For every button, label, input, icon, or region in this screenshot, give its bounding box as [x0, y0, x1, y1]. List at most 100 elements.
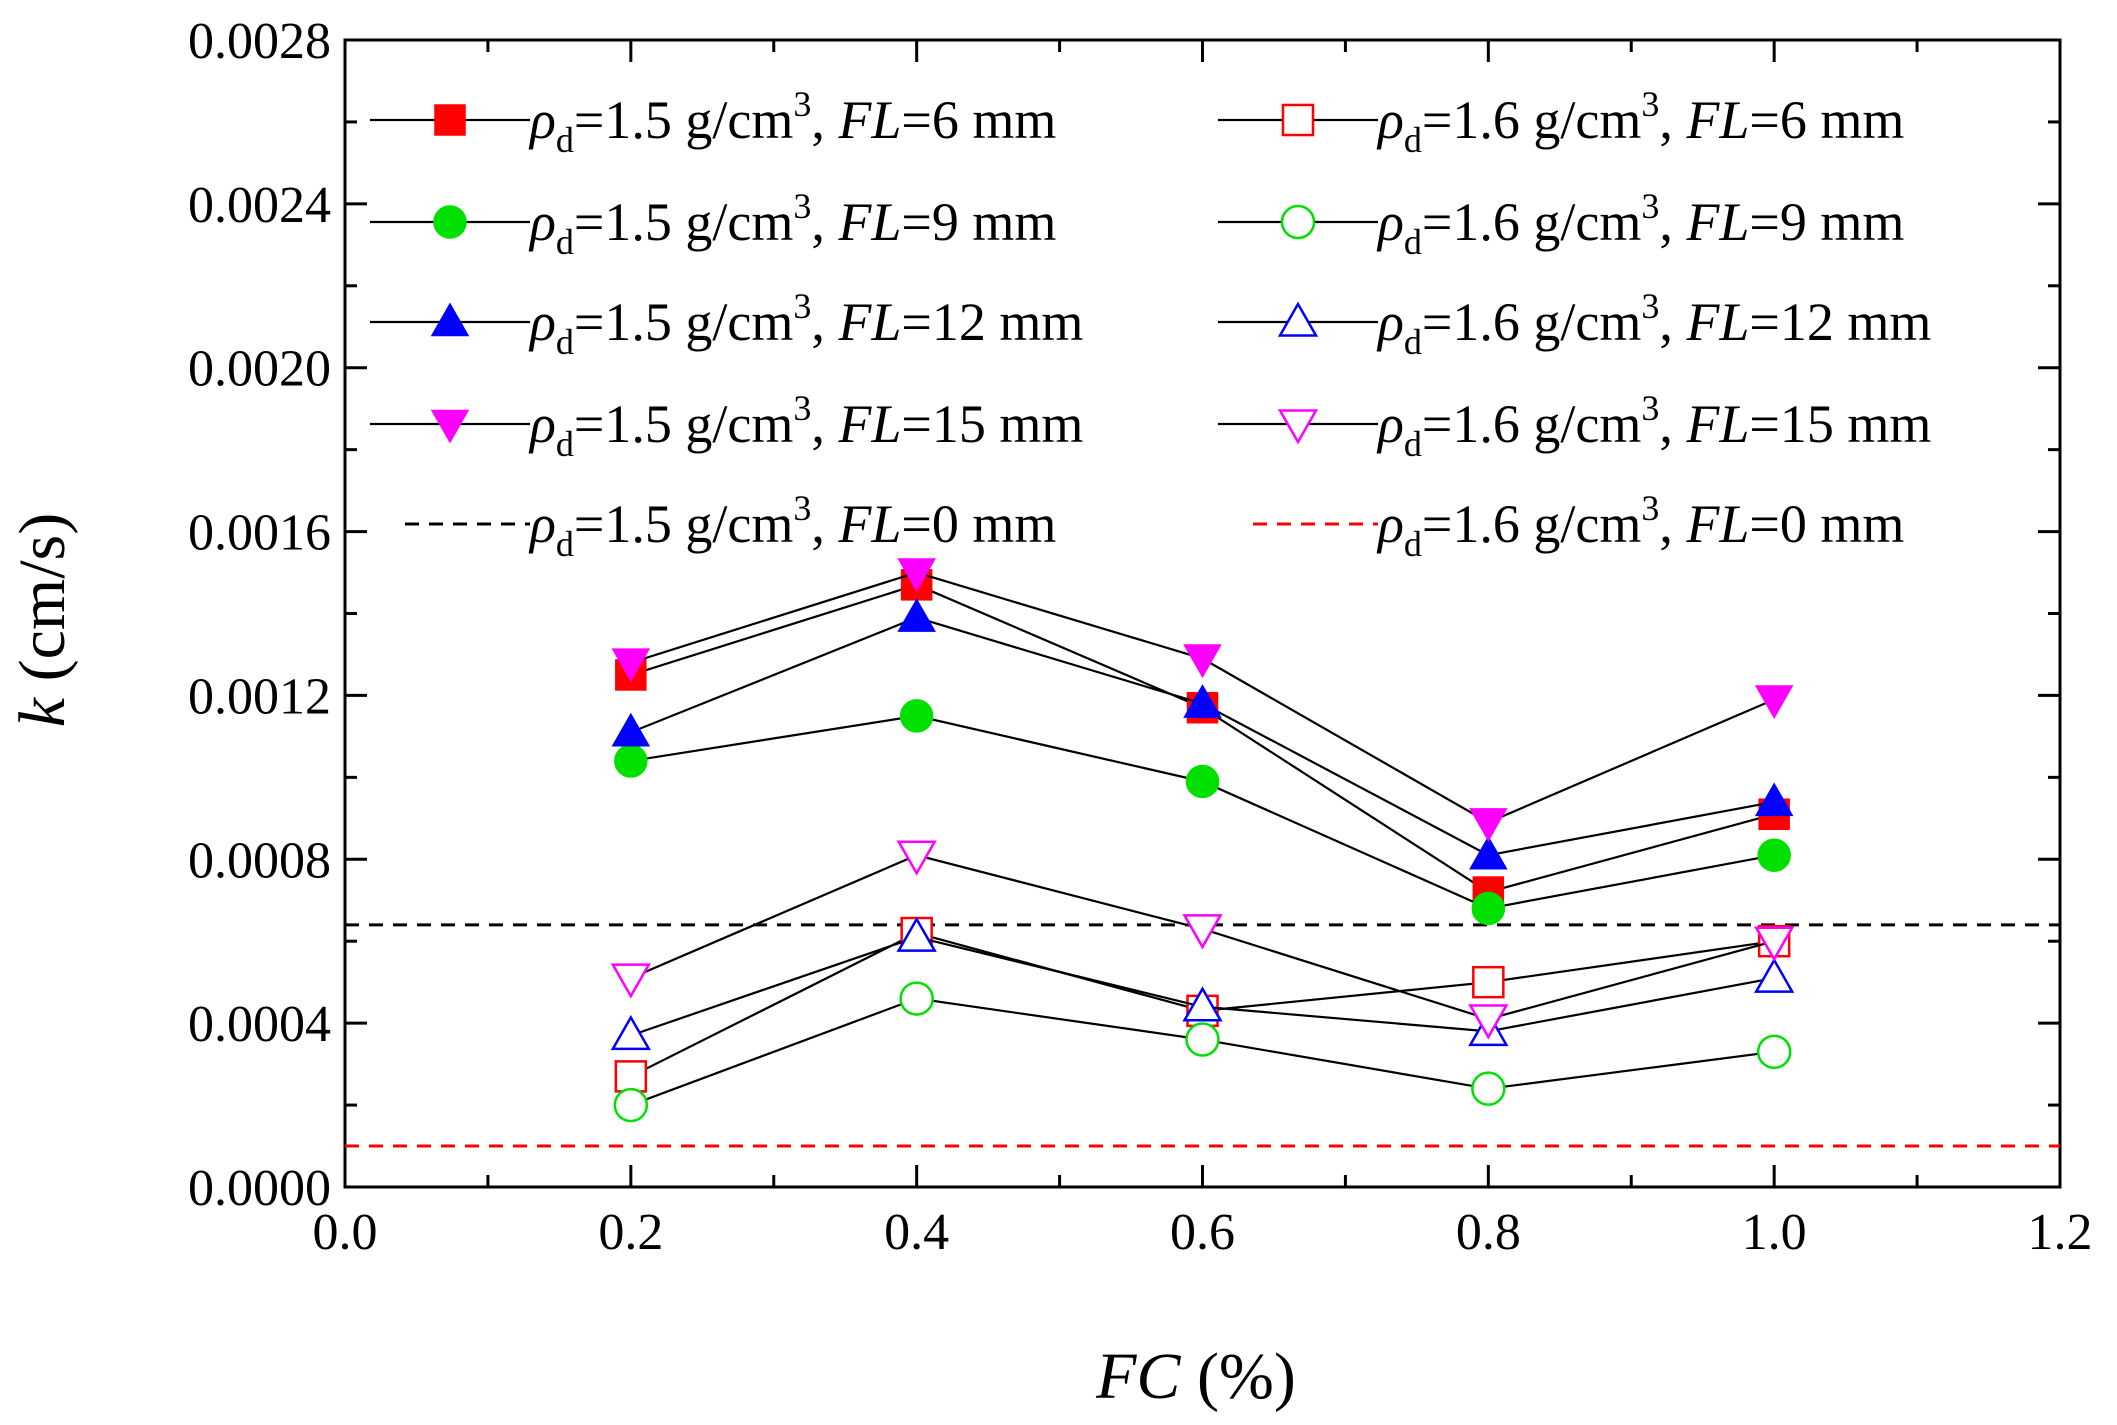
data-point [1182, 986, 1223, 1022]
legend-density-sup: 3 [793, 488, 811, 528]
legend-rho-sub: d [1404, 524, 1422, 564]
legend-item: ρd=1.6 g/cm3, FL=6 mm [1218, 84, 1904, 160]
legend-rho-sub: d [1404, 120, 1422, 160]
legend-fl: FL [1685, 90, 1749, 150]
legend-density: =1.6 g/cm [1422, 292, 1641, 352]
data-point [1756, 1034, 1792, 1070]
x-axis: 0.0 0.2 0.4 0.6 0.8 1.0 1.2 [313, 40, 2093, 1261]
series-0 [615, 569, 1790, 908]
legend-sep: , [811, 90, 838, 150]
data-point [1754, 957, 1795, 993]
legend-rho: ρ [1376, 292, 1404, 352]
legend-rho-sub: d [1404, 424, 1422, 464]
x-axis-title: FC (%) [1095, 1340, 1296, 1413]
legend-sep: , [1659, 494, 1686, 554]
legend-density: =1.5 g/cm [574, 394, 793, 454]
data-point [610, 963, 651, 999]
legend-rho: ρ [1376, 192, 1404, 252]
y-axis-title-var: k [6, 696, 79, 727]
data-point [1471, 891, 1506, 926]
legend-fl-value: =15 mm [901, 394, 1083, 454]
series-line [630, 583, 1775, 894]
series-layer [610, 558, 1795, 1123]
legend-rho: ρ [528, 192, 556, 252]
y-tick-label: 0.0020 [188, 341, 331, 398]
legend-sep: , [811, 394, 838, 454]
legend-density-sup: 3 [1641, 186, 1659, 226]
legend-item: ρd=1.6 g/cm3, FL=12 mm [1218, 286, 1931, 362]
data-point [1185, 1022, 1220, 1057]
data-point [610, 1014, 651, 1051]
legend-fl-value: =6 mm [1749, 90, 1904, 150]
data-point [1468, 1004, 1509, 1040]
data-point [1185, 764, 1220, 799]
legend-item: ρd=1.5 g/cm3, FL=9 mm [370, 186, 1056, 262]
legend-density-sup: 3 [793, 286, 811, 326]
x-tick-label: 0.2 [598, 1204, 663, 1261]
data-point [613, 1087, 649, 1123]
legend-density-sup: 3 [1641, 84, 1659, 124]
legend-fl-value: =12 mm [1749, 292, 1931, 352]
legend-density-sup: 3 [1641, 388, 1659, 428]
legend-item: ρd=1.5 g/cm3, FL=12 mm [370, 286, 1083, 362]
legend-rho-sub: d [556, 120, 574, 160]
x-tick-label: 1.0 [1742, 1204, 1807, 1261]
legend-density-sup: 3 [793, 186, 811, 226]
data-point [897, 558, 936, 593]
data-point [1183, 644, 1222, 679]
legend-fl-value: =12 mm [901, 292, 1083, 352]
legend-sep: , [1659, 292, 1686, 352]
data-point [1469, 835, 1508, 870]
legend-rho: ρ [1376, 394, 1404, 454]
data-point [1754, 782, 1794, 817]
legend-marker [1280, 204, 1316, 240]
data-point [1754, 685, 1794, 720]
y-tick-label: 0.0004 [188, 996, 331, 1053]
legend-rho-sub: d [556, 322, 574, 362]
data-point [611, 712, 651, 747]
legend-density: =1.6 g/cm [1422, 90, 1641, 150]
legend-sep: , [1659, 394, 1686, 454]
legend-rho: ρ [528, 292, 556, 352]
legend-sep: , [811, 494, 838, 554]
data-point [899, 981, 934, 1016]
data-point [1472, 965, 1505, 999]
x-tick-label: 0.8 [1456, 1204, 1521, 1261]
x-axis-title-unit: (%) [1180, 1340, 1295, 1413]
data-point [614, 744, 648, 778]
x-tick-label: 0.4 [884, 1204, 949, 1261]
legend-density: =1.6 g/cm [1422, 394, 1641, 454]
legend-marker [1281, 103, 1315, 137]
legend-marker [1277, 409, 1319, 445]
series-3 [611, 558, 1794, 842]
y-tick-label: 0.0000 [188, 1160, 331, 1217]
legend-item: ρd=1.6 g/cm3, FL=15 mm [1218, 388, 1931, 464]
legend-label: ρd=1.5 g/cm3, FL=6 mm [528, 84, 1056, 160]
legend-density: =1.5 g/cm [574, 90, 793, 150]
data-point [1471, 1071, 1506, 1106]
legend-sep: , [811, 192, 838, 252]
legend-label: ρd=1.5 g/cm3, FL=9 mm [528, 186, 1056, 262]
legend-fl-value: =9 mm [1749, 192, 1904, 252]
legend-label: ρd=1.6 g/cm3, FL=12 mm [1376, 286, 1931, 362]
series-7 [610, 916, 1795, 1051]
data-point [1757, 838, 1791, 872]
legend-label: ρd=1.6 g/cm3, FL=15 mm [1376, 388, 1931, 464]
y-axis-title: k (cm/s) [6, 513, 79, 727]
legend-sep: , [1659, 90, 1686, 150]
data-point [896, 840, 937, 876]
legend-density-sup: 3 [793, 388, 811, 428]
series-1 [614, 699, 1791, 926]
y-tick-label: 0.0028 [188, 13, 331, 70]
legend-label: ρd=1.5 g/cm3, FL=0 mm [528, 488, 1056, 564]
series-line [630, 714, 1775, 910]
series-6 [613, 981, 1792, 1123]
legend-marker [430, 409, 470, 444]
legend-label: ρd=1.6 g/cm3, FL=6 mm [1376, 84, 1904, 160]
legend-fl-value: =0 mm [1749, 494, 1904, 554]
legend-marker [1277, 301, 1319, 337]
legend-rho-sub: d [556, 222, 574, 262]
reference-lines [345, 923, 2060, 1148]
legend-item: ρd=1.5 g/cm3, FL=15 mm [370, 388, 1083, 464]
